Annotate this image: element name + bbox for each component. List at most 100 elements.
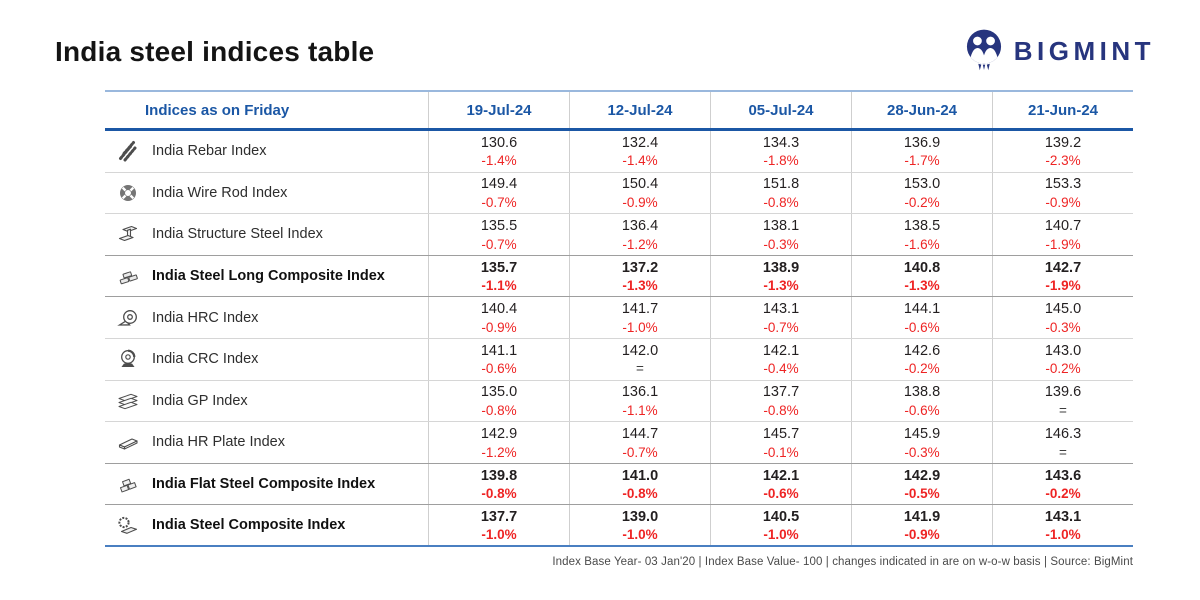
wow-change: -0.7%: [763, 319, 799, 335]
index-value: 136.1: [621, 384, 659, 401]
wow-change: -1.0%: [481, 527, 517, 543]
table-header-row: Indices as on Friday 19-Jul-24 12-Jul-24 05…: [105, 90, 1133, 131]
bigmint-logo: BIGMINT: [963, 28, 1155, 74]
wow-change: -1.0%: [763, 527, 799, 543]
index-value-cell: 139.6 =: [992, 380, 1133, 422]
wow-change: -1.3%: [622, 278, 658, 294]
index-value-cell: 138.5 -1.6%: [851, 214, 992, 255]
index-value: 153.0: [903, 176, 941, 193]
index-value: 153.3: [1044, 176, 1082, 193]
index-value-cell: 139.2 -2.3%: [992, 131, 1133, 172]
index-value: 130.6: [480, 134, 518, 151]
wow-change: -0.9%: [622, 195, 658, 211]
index-value-cell: 144.1 -0.6%: [851, 297, 992, 338]
wow-change: -0.3%: [763, 236, 799, 252]
wow-change: -1.2%: [622, 236, 658, 252]
index-value: 151.8: [762, 176, 800, 193]
index-value: 140.4: [480, 301, 518, 318]
index-value: 150.4: [621, 176, 659, 193]
wow-change: -1.6%: [904, 236, 940, 252]
index-value-cell: 132.4 -1.4%: [569, 131, 710, 172]
index-label-cell: India Steel Composite Index: [105, 505, 428, 545]
wow-change: =: [636, 361, 644, 377]
steel-composite-icon: [113, 512, 143, 538]
column-header-indices: Indices as on Friday: [145, 101, 290, 119]
index-value-cell: 136.4 -1.2%: [569, 214, 710, 255]
index-value: 145.0: [1044, 301, 1082, 318]
index-value-cell: 134.3 -1.8%: [710, 131, 851, 172]
index-label-cell: India GP Index: [105, 381, 428, 422]
crc-coil-stand-icon: [113, 346, 143, 372]
wow-change: -0.9%: [1045, 195, 1081, 211]
index-value: 132.4: [621, 134, 659, 151]
index-value-cell: 142.9 -0.5%: [851, 463, 992, 505]
index-label-cell: India CRC Index: [105, 339, 428, 380]
wow-change: -0.7%: [481, 236, 517, 252]
index-value-cell: 130.6 -1.4%: [428, 131, 569, 172]
table-row: India Flat Steel Composite Index 139.8 -0.…: [105, 463, 1133, 506]
index-value-cell: 139.0 -1.0%: [569, 505, 710, 545]
wow-change: =: [1059, 403, 1067, 418]
index-value-cell: 137.7 -1.0%: [428, 505, 569, 545]
wow-change: -0.7%: [622, 444, 658, 460]
wow-change: -0.6%: [904, 403, 940, 418]
index-value: 144.1: [903, 301, 941, 318]
wow-change: -0.8%: [763, 403, 799, 418]
rebar-icon: [113, 138, 143, 164]
wow-change: -0.8%: [622, 486, 658, 502]
index-value: 140.7: [1044, 218, 1082, 235]
index-label-cell: India Wire Rod Index: [105, 173, 428, 214]
index-value: 142.7: [1044, 259, 1082, 276]
index-value: 138.5: [903, 218, 941, 235]
table-footnote: Index Base Year- 03 Jan'20 | Index Base …: [552, 556, 1133, 568]
wow-change: -0.2%: [904, 195, 940, 211]
index-label-cell: India HRC Index: [105, 297, 428, 338]
index-value-cell: 143.0 -0.2%: [992, 338, 1133, 380]
index-value-cell: 139.8 -0.8%: [428, 463, 569, 505]
wow-change: -1.4%: [481, 153, 517, 169]
index-value: 135.0: [480, 384, 518, 401]
wow-change: -0.8%: [763, 195, 799, 211]
index-value: 141.7: [621, 301, 659, 318]
table-row: India Rebar Index 130.6 -1.4% 132.4 -1.4% 134…: [105, 131, 1133, 173]
index-value-cell: 138.9 -1.3%: [710, 255, 851, 297]
index-value-cell: 136.1 -1.1%: [569, 380, 710, 422]
index-value: 145.7: [762, 426, 800, 443]
index-name: India CRC Index: [152, 351, 259, 368]
wow-change: -0.2%: [1045, 486, 1081, 502]
wow-change: -1.3%: [904, 278, 940, 294]
column-header-date: 28-Jun-24: [851, 92, 992, 128]
index-value-cell: 135.7 -1.1%: [428, 255, 569, 297]
index-value: 135.5: [480, 218, 518, 235]
index-value: 139.0: [621, 508, 659, 525]
index-value-cell: 142.1 -0.6%: [710, 463, 851, 505]
wow-change: -0.4%: [763, 361, 799, 377]
index-value: 141.9: [903, 508, 941, 525]
wow-change: -1.8%: [763, 153, 799, 169]
wow-change: -1.2%: [481, 444, 517, 460]
index-label-cell: India Flat Steel Composite Index: [105, 464, 428, 505]
index-value: 136.9: [903, 134, 941, 151]
table-row: India Wire Rod Index 149.4 -0.7% 150.4 -0.9%…: [105, 172, 1133, 215]
hr-plate-icon: [113, 429, 143, 455]
wow-change: -0.9%: [904, 527, 940, 543]
wow-change: -1.3%: [763, 278, 799, 294]
hrc-coil-icon: [113, 305, 143, 331]
index-value: 138.1: [762, 218, 800, 235]
index-value-cell: 141.0 -0.8%: [569, 463, 710, 505]
page-title: India steel indices table: [55, 36, 375, 67]
wow-change: -2.3%: [1045, 153, 1081, 169]
index-value: 136.4: [621, 218, 659, 235]
wow-change: -1.0%: [622, 319, 658, 335]
index-value: 142.9: [480, 426, 518, 443]
index-value: 139.8: [480, 467, 518, 484]
index-value: 137.7: [762, 384, 800, 401]
table-row: India CRC Index 141.1 -0.6% 142.0 = 142.1 -0.4…: [105, 338, 1133, 381]
bigmint-logo-icon: [963, 28, 1005, 74]
table-body: India Rebar Index 130.6 -1.4% 132.4 -1.4% 134…: [105, 131, 1133, 547]
wire-rod-coil-icon: [113, 180, 143, 206]
wow-change: -1.9%: [1045, 236, 1081, 252]
index-value: 142.6: [903, 342, 941, 359]
index-value-cell: 145.7 -0.1%: [710, 422, 851, 463]
index-name: India Steel Composite Index: [152, 517, 346, 534]
